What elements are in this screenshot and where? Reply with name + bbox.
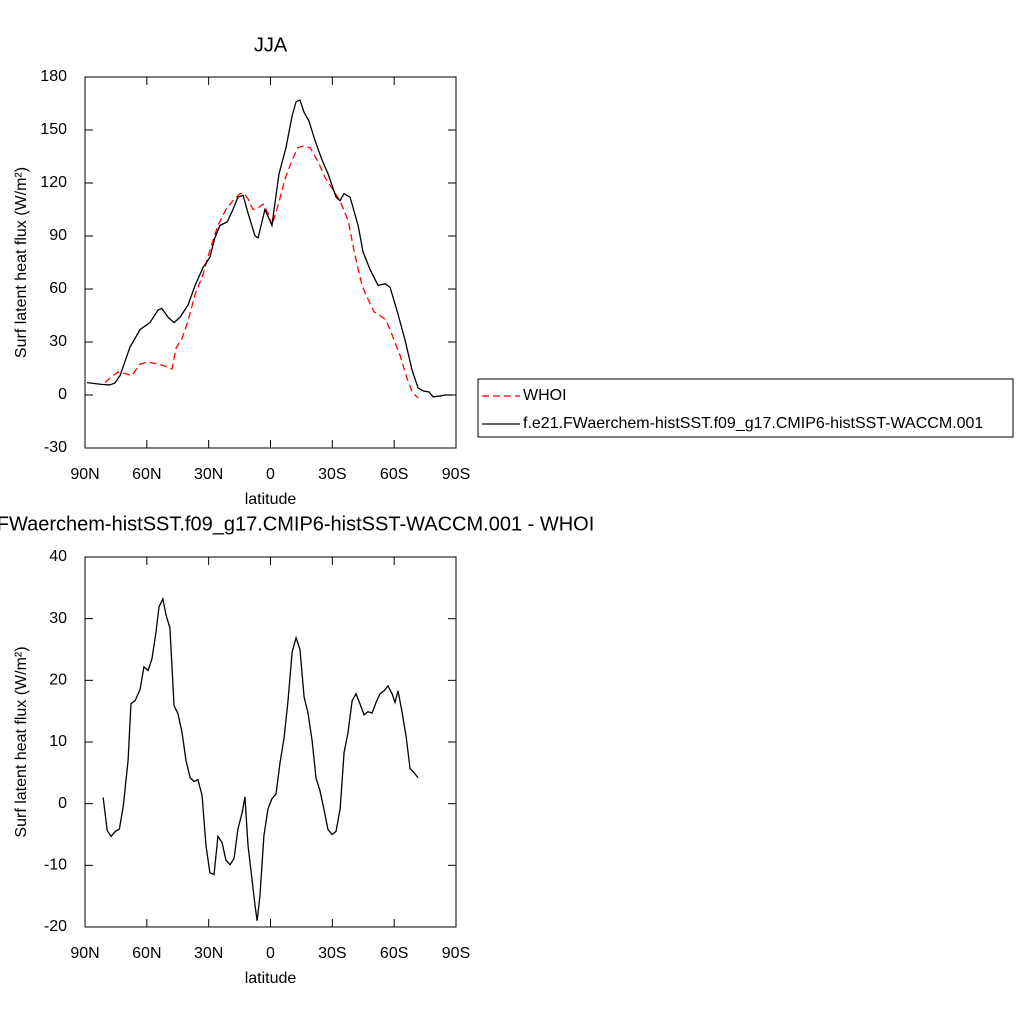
y-tick-label: 120	[40, 174, 67, 191]
x-axis-label: latitude	[245, 970, 297, 987]
x-tick-label: 0	[266, 466, 275, 483]
y-tick-label: -30	[44, 439, 67, 456]
data-line	[102, 596, 419, 921]
plot-frame	[84, 556, 457, 928]
chart-title: JJA	[254, 34, 288, 56]
x-tick-label: 60N	[132, 466, 161, 483]
y-tick-label: 60	[49, 280, 67, 297]
y-tick-label: 0	[58, 386, 67, 403]
y-tick-label: -20	[44, 918, 67, 935]
y-tick-label: 20	[49, 672, 67, 689]
y-tick-label: 30	[49, 333, 67, 350]
chart-title: f.e21.FWaerchem-histSST.f09_g17.CMIP6-hi…	[0, 513, 594, 535]
x-tick-label: 30S	[318, 466, 346, 483]
x-tick-label: 60S	[380, 466, 408, 483]
y-tick-label: 150	[40, 121, 67, 138]
data-line	[86, 99, 452, 398]
legend-label: f.e21.FWaerchem-histSST.f09_g17.CMIP6-hi…	[523, 415, 983, 432]
y-tick-label: 90	[49, 227, 67, 244]
x-tick-label: 60N	[132, 945, 161, 962]
y-tick-label: 180	[40, 68, 67, 85]
x-axis-label: latitude	[245, 491, 297, 508]
x-tick-label: 0	[266, 945, 275, 962]
x-tick-label: 90S	[442, 945, 470, 962]
y-tick-label: 0	[58, 795, 67, 812]
x-tick-label: 30S	[318, 945, 346, 962]
legend-label: WHOI	[523, 387, 567, 404]
legend-box	[477, 378, 1014, 438]
x-tick-label: 90N	[70, 466, 99, 483]
y-tick-label: 40	[49, 548, 67, 565]
y-axis-label: Surf latent heat flux (W/m²)	[13, 646, 30, 837]
y-axis-label: Surf latent heat flux (W/m²)	[13, 167, 30, 358]
x-tick-label: 30N	[194, 945, 223, 962]
x-tick-label: 30N	[194, 466, 223, 483]
y-tick-label: 10	[49, 733, 67, 750]
y-tick-label: 30	[49, 610, 67, 627]
x-tick-label: 60S	[380, 945, 408, 962]
data-line	[104, 145, 419, 399]
y-tick-label: -10	[44, 857, 67, 874]
x-tick-label: 90S	[442, 466, 470, 483]
plot-frame	[84, 76, 457, 449]
x-tick-label: 90N	[70, 945, 99, 962]
